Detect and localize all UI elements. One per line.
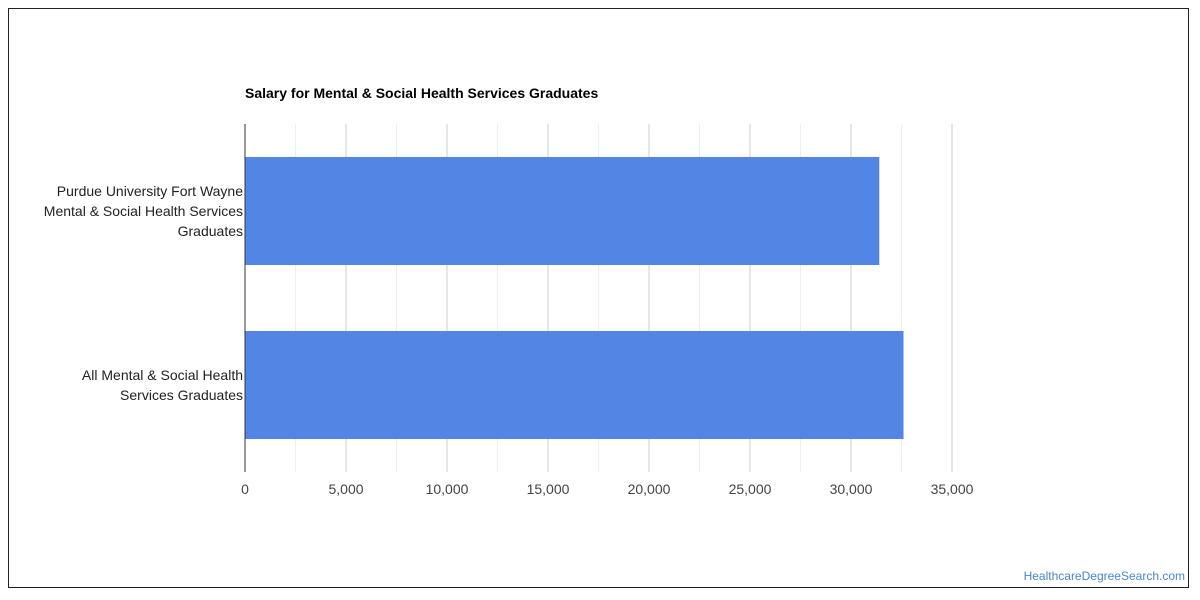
category-label-line: Services Graduates — [120, 387, 243, 403]
x-tick-label: 20,000 — [627, 481, 671, 497]
x-tick-label: 25,000 — [728, 481, 772, 497]
x-tick-label: 0 — [241, 481, 249, 497]
x-tick-label: 35,000 — [930, 481, 974, 497]
x-tick-label: 30,000 — [829, 481, 873, 497]
category-label: Purdue University Fort Wayne Mental & Soc… — [3, 181, 243, 241]
x-tick-label: 5,000 — [328, 481, 364, 497]
chart-title: Salary for Mental & Social Health Servic… — [245, 85, 599, 101]
category-label-line: Mental & Social Health Services — [43, 203, 243, 219]
bar[interactable] — [245, 331, 904, 439]
category-label-line: Graduates — [177, 223, 243, 239]
category-label-line: Purdue University Fort Wayne — [56, 183, 243, 199]
category-label-line: All Mental & Social Health — [81, 367, 243, 383]
bar[interactable] — [245, 157, 880, 265]
x-tick-label: 15,000 — [526, 481, 570, 497]
watermark-link[interactable]: HealthcareDegreeSearch.com — [1023, 569, 1185, 583]
category-label: All Mental & Social Health Services Gradu… — [3, 365, 243, 405]
bars — [245, 157, 904, 439]
x-tick-label: 10,000 — [425, 481, 469, 497]
